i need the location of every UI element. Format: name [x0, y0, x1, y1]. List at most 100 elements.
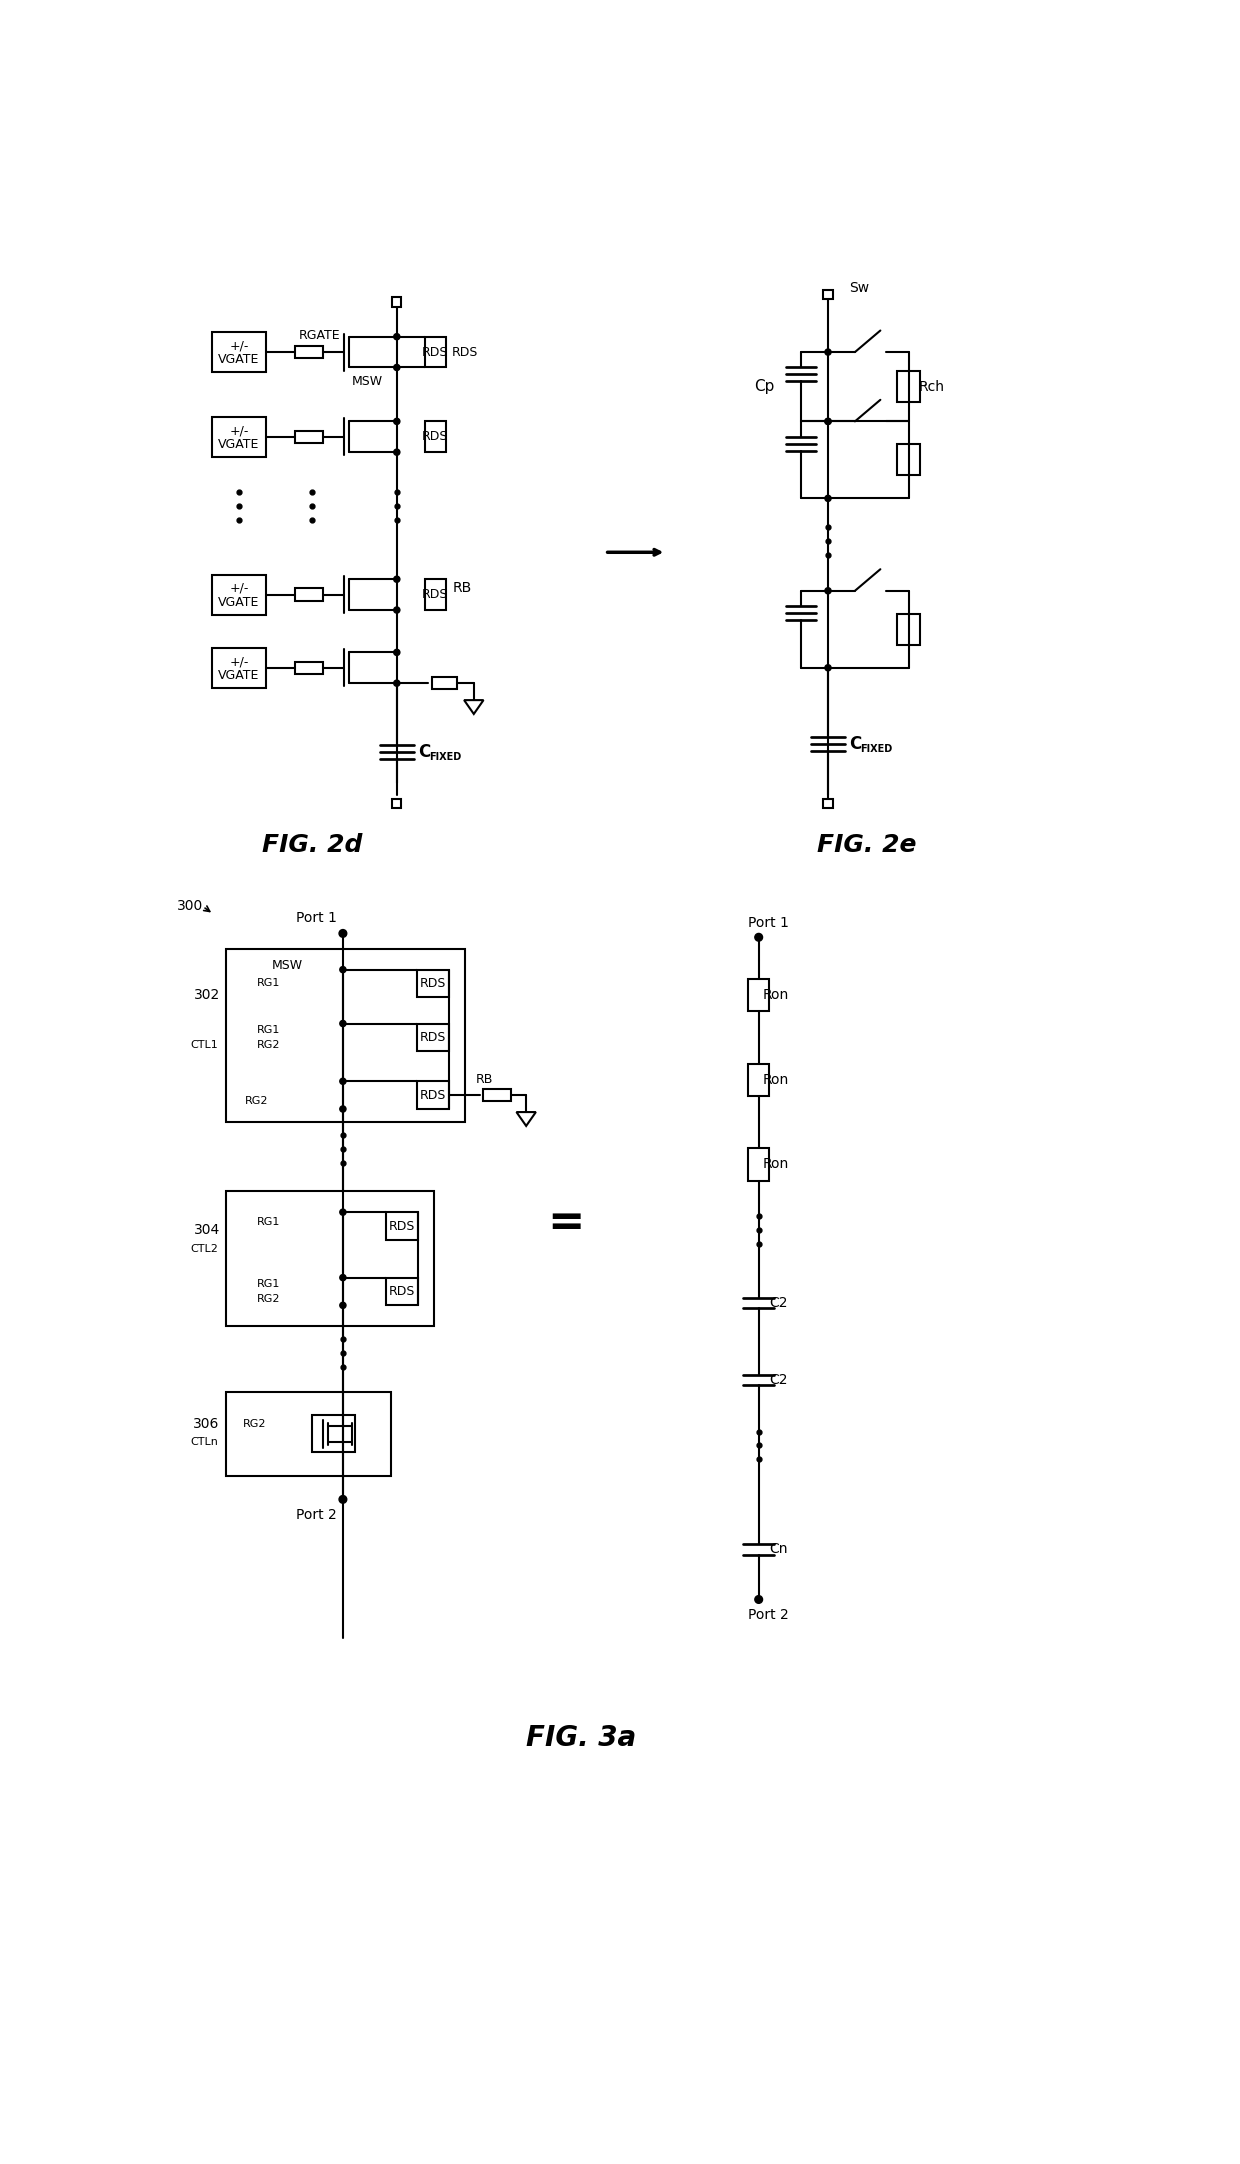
Circle shape	[394, 364, 399, 370]
Bar	[424, 338, 446, 368]
Text: VGATE: VGATE	[218, 595, 259, 608]
Circle shape	[340, 1210, 346, 1216]
Text: RDS: RDS	[420, 976, 446, 989]
Text: RG2: RG2	[246, 1097, 268, 1106]
Text: Port 1: Port 1	[748, 915, 789, 931]
Circle shape	[340, 1078, 346, 1084]
Bar	[226, 1391, 392, 1476]
Circle shape	[340, 967, 346, 972]
Text: +/-: +/-	[229, 424, 249, 437]
Bar	[212, 576, 265, 615]
Text: FIG. 3a: FIG. 3a	[527, 1725, 636, 1753]
Text: =: =	[548, 1201, 585, 1244]
Bar	[823, 799, 832, 807]
Text: RDS: RDS	[420, 1088, 446, 1101]
Text: 306: 306	[193, 1417, 219, 1430]
Text: CTL2: CTL2	[190, 1244, 218, 1255]
Circle shape	[394, 649, 399, 656]
Text: Cp: Cp	[754, 379, 774, 394]
Text: RG2: RG2	[257, 1294, 280, 1305]
Text: +/-: +/-	[229, 656, 249, 669]
Circle shape	[394, 333, 399, 340]
Bar	[433, 677, 456, 690]
Circle shape	[825, 496, 831, 502]
Text: RDS: RDS	[389, 1285, 415, 1298]
Bar	[212, 331, 265, 372]
Bar	[295, 662, 322, 673]
Bar	[295, 431, 322, 444]
Text: RDS: RDS	[453, 346, 479, 359]
Circle shape	[340, 1275, 346, 1281]
Text: C: C	[849, 736, 862, 753]
Circle shape	[394, 576, 399, 582]
Text: Cn: Cn	[770, 1543, 787, 1556]
Circle shape	[394, 606, 399, 612]
Text: Port 2: Port 2	[296, 1508, 337, 1521]
Circle shape	[339, 931, 347, 937]
Text: 304: 304	[193, 1223, 219, 1238]
Bar	[748, 978, 770, 1011]
Text: C2: C2	[770, 1296, 787, 1309]
Text: FIG. 2d: FIG. 2d	[262, 833, 362, 857]
Bar	[748, 1149, 770, 1182]
Text: VGATE: VGATE	[218, 353, 259, 366]
Bar	[386, 1277, 418, 1305]
Bar	[212, 647, 265, 688]
Text: +/-: +/-	[229, 340, 249, 353]
Circle shape	[394, 418, 399, 424]
Text: VGATE: VGATE	[218, 437, 259, 450]
Circle shape	[394, 450, 399, 454]
Text: Ron: Ron	[763, 1158, 789, 1171]
Text: FIXED: FIXED	[861, 744, 893, 755]
Text: CTLn: CTLn	[190, 1437, 218, 1446]
Bar	[386, 1212, 418, 1240]
Circle shape	[825, 589, 831, 593]
Text: 300: 300	[176, 900, 203, 913]
Bar	[312, 1415, 355, 1452]
Bar	[417, 1024, 449, 1052]
Text: RB: RB	[453, 582, 471, 595]
Text: Sw: Sw	[848, 281, 869, 294]
Bar	[417, 1082, 449, 1108]
Circle shape	[394, 679, 399, 686]
Text: MSW: MSW	[352, 374, 383, 387]
Bar	[823, 290, 832, 299]
Text: FIXED: FIXED	[429, 753, 461, 762]
Circle shape	[825, 418, 831, 424]
Text: Port 1: Port 1	[296, 911, 337, 924]
Bar	[484, 1088, 511, 1101]
Bar	[392, 799, 402, 807]
Bar	[295, 346, 322, 359]
Circle shape	[340, 1021, 346, 1026]
Bar	[417, 969, 449, 998]
Bar	[424, 580, 446, 610]
Circle shape	[825, 348, 831, 355]
Text: C2: C2	[770, 1372, 787, 1387]
Text: RG1: RG1	[257, 1026, 280, 1034]
Bar	[898, 444, 920, 476]
Text: Ron: Ron	[763, 989, 789, 1002]
Text: RDS: RDS	[420, 1030, 446, 1043]
Text: Ron: Ron	[763, 1073, 789, 1086]
Text: 302: 302	[193, 989, 219, 1002]
Text: RB: RB	[476, 1073, 494, 1086]
Text: RG1: RG1	[257, 1279, 280, 1290]
Bar	[748, 1063, 770, 1095]
Text: RG2: RG2	[257, 1041, 280, 1050]
Text: CTL1: CTL1	[191, 1041, 218, 1050]
Circle shape	[340, 1106, 346, 1112]
Text: RG2: RG2	[243, 1420, 267, 1428]
Circle shape	[755, 1595, 763, 1604]
Text: +/-: +/-	[229, 582, 249, 595]
Bar	[295, 589, 322, 602]
Text: VGATE: VGATE	[218, 669, 259, 682]
Bar	[226, 948, 465, 1123]
Text: RDS: RDS	[422, 346, 449, 359]
Circle shape	[825, 664, 831, 671]
Bar	[226, 1192, 434, 1327]
Text: MSW: MSW	[272, 959, 303, 972]
Text: C: C	[418, 742, 430, 762]
Text: Rch: Rch	[919, 379, 945, 394]
Circle shape	[339, 1495, 347, 1504]
Text: RG1: RG1	[257, 978, 280, 989]
